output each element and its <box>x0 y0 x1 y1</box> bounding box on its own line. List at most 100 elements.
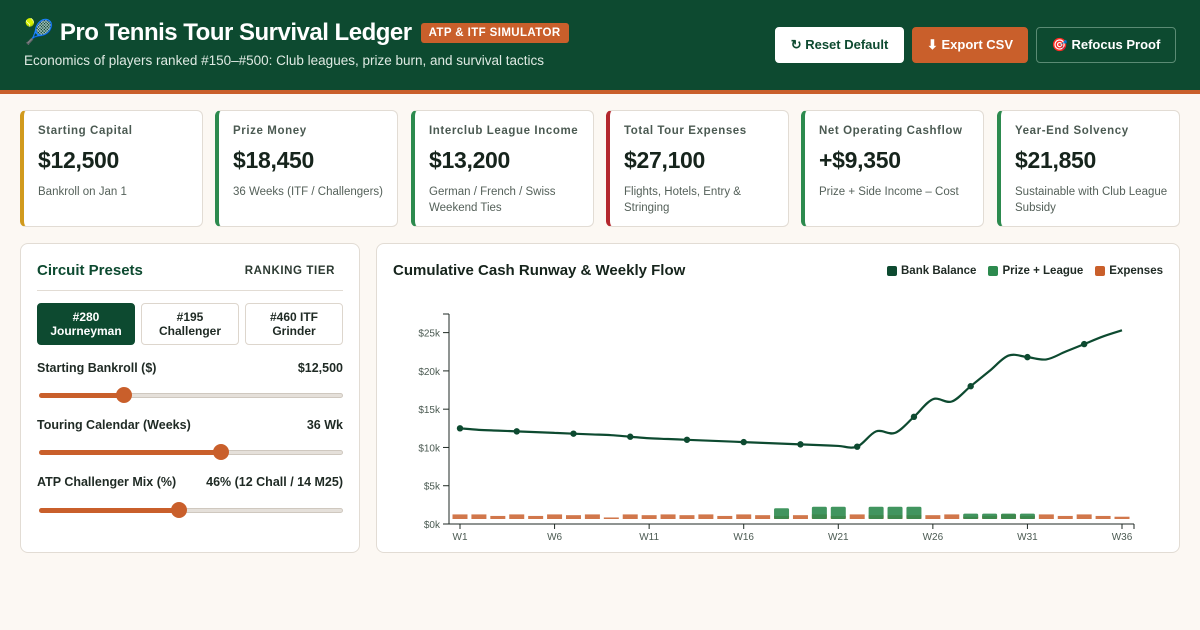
preset-grinder-button[interactable]: #460 ITF Grinder <box>245 303 343 345</box>
kpi-card-interclub-income: Interclub League Income $13,200 German /… <box>411 110 594 227</box>
expense-bar <box>1057 515 1073 519</box>
expense-bar <box>660 514 676 519</box>
income-bar <box>1019 513 1035 519</box>
bank-balance-point <box>967 383 974 390</box>
export-csv-button[interactable]: ⬇ Export CSV <box>912 27 1028 63</box>
expense-bar <box>603 517 619 519</box>
expense-bar <box>528 515 544 519</box>
kpi-value: $27,100 <box>624 147 706 173</box>
slider-fill <box>39 508 179 513</box>
expense-bar <box>622 514 638 519</box>
expense-bar <box>1038 514 1054 519</box>
preset-text: #195 Challenger <box>159 310 221 338</box>
starting-bankroll-value: $12,500 <box>297 361 343 375</box>
bank-balance-point <box>797 441 804 448</box>
kpi-card-starting-capital: Starting Capital $12,500 Bankroll on Jan… <box>20 110 203 227</box>
x-tick-label: W31 <box>1017 532 1038 543</box>
expense-bar <box>944 514 960 519</box>
kpi-note: Bankroll on Jan 1 <box>38 186 127 198</box>
y-tick-label: $0k <box>424 520 441 531</box>
legend-expenses: Expenses <box>1095 265 1163 277</box>
bank-balance-point <box>854 443 861 450</box>
slider-fill <box>39 450 222 455</box>
kpi-value: +$9,350 <box>819 147 901 173</box>
kpi-note: Flights, Hotels, Entry & Stringing <box>624 186 741 214</box>
kpi-note: Sustainable with Club League Subsidy <box>1015 186 1168 214</box>
expense-bar <box>736 514 752 519</box>
preset-challenger-button[interactable]: #195 Challenger <box>141 303 239 345</box>
page-subtitle: Economics of players ranked #150–#500: C… <box>24 53 545 68</box>
page-title: Pro Tennis Tour Survival Ledger <box>59 19 412 46</box>
legend-swatch <box>887 266 897 276</box>
legend-label: Bank Balance <box>901 265 977 277</box>
expense-bar <box>717 515 733 519</box>
cash-runway-chart: $0k $5k $10k $15k $20k $25k W1 W6 W11 W16 W21 W26 W3… <box>418 313 1135 543</box>
legend-swatch <box>988 266 999 276</box>
ranking-tier-label: RANKING TIER <box>244 265 335 277</box>
expense-bar <box>1095 515 1111 519</box>
slider-thumb[interactable] <box>213 444 230 460</box>
preset-text: #460 ITF Grinder <box>270 310 318 338</box>
bank-balance-point <box>570 430 577 437</box>
starting-bankroll-slider[interactable] <box>39 387 343 403</box>
preset-text: #280 Journeyman <box>50 310 121 338</box>
challenger-mix-slider[interactable] <box>39 502 343 518</box>
refocus-proof-button[interactable]: 🎯 Refocus Proof <box>1036 27 1176 63</box>
income-bar <box>774 508 790 519</box>
slider-thumb[interactable] <box>170 502 187 518</box>
kpi-label: Prize Money <box>233 125 307 137</box>
challenger-mix-label: ATP Challenger Mix (%) <box>37 475 177 489</box>
x-tick-label: W1 <box>453 532 468 543</box>
divider <box>37 290 343 291</box>
preset-rank: #280 <box>72 310 100 324</box>
expense-bar <box>698 514 714 519</box>
legend-label: Expenses <box>1109 265 1163 277</box>
preset-name: Journeyman <box>50 324 122 338</box>
legend-swatch <box>1095 266 1106 276</box>
x-tick-label: W26 <box>923 532 944 543</box>
bank-balance-point <box>740 438 747 446</box>
touring-calendar-slider[interactable] <box>39 444 343 460</box>
preset-journeyman-button[interactable]: #280 Journeyman <box>37 303 135 345</box>
bank-balance-point <box>1080 340 1088 348</box>
legend-prize-league: Prize + League <box>988 265 1083 277</box>
kpi-label: Year-End Solvency <box>1015 125 1129 137</box>
income-bar <box>868 506 884 519</box>
preset-rank: #195 <box>176 310 204 324</box>
kpi-label: Starting Capital <box>38 125 133 137</box>
kpi-card-year-end-solvency: Year-End Solvency $21,850 Sustainable wi… <box>997 110 1180 227</box>
bank-balance-point <box>456 425 464 432</box>
slider-fill <box>39 393 125 398</box>
income-bar <box>963 513 979 519</box>
preset-rank: #460 ITF <box>269 310 319 324</box>
kpi-note: 36 Weeks (ITF / Challengers) <box>233 186 383 198</box>
reset-default-button[interactable]: ↻ Reset Default <box>775 27 904 63</box>
y-tick-label: $10k <box>418 443 441 454</box>
income-bar <box>982 513 998 519</box>
kpi-label: Total Tour Expenses <box>624 125 747 137</box>
kpi-value: $18,450 <box>233 147 315 173</box>
x-tick-label: W16 <box>733 532 754 543</box>
expense-bar <box>565 515 581 519</box>
bank-balance-point <box>627 433 634 440</box>
title-row: 🎾 Pro Tennis Tour Survival Ledger ATP & … <box>24 19 569 47</box>
x-tick-label: W21 <box>828 532 849 543</box>
slider-thumb[interactable] <box>116 387 133 403</box>
expense-bar <box>792 515 808 519</box>
app-header: 🎾 Pro Tennis Tour Survival Ledger ATP & … <box>0 0 1200 94</box>
expense-bar <box>490 515 506 519</box>
expense-bar <box>1114 516 1130 519</box>
circuit-presets-panel: Circuit Presets RANKING TIER #280 Journey… <box>20 243 360 553</box>
expense-bar <box>471 514 487 519</box>
tennis-ball-icon: 🎾 <box>24 19 54 46</box>
expense-bar <box>849 514 865 519</box>
expense-bar <box>641 515 657 519</box>
kpi-card-net-cashflow: Net Operating Cashflow +$9,350 Prize + S… <box>801 110 984 227</box>
cash-runway-chart-panel: Cumulative Cash Runway & Weekly Flow Ban… <box>376 243 1180 553</box>
x-tick-label: W6 <box>547 532 562 543</box>
expense-bar <box>755 515 771 519</box>
expense-bar <box>679 515 695 519</box>
income-bar <box>887 506 903 519</box>
bank-balance-point <box>910 413 918 421</box>
y-tick-label: $15k <box>418 405 441 416</box>
